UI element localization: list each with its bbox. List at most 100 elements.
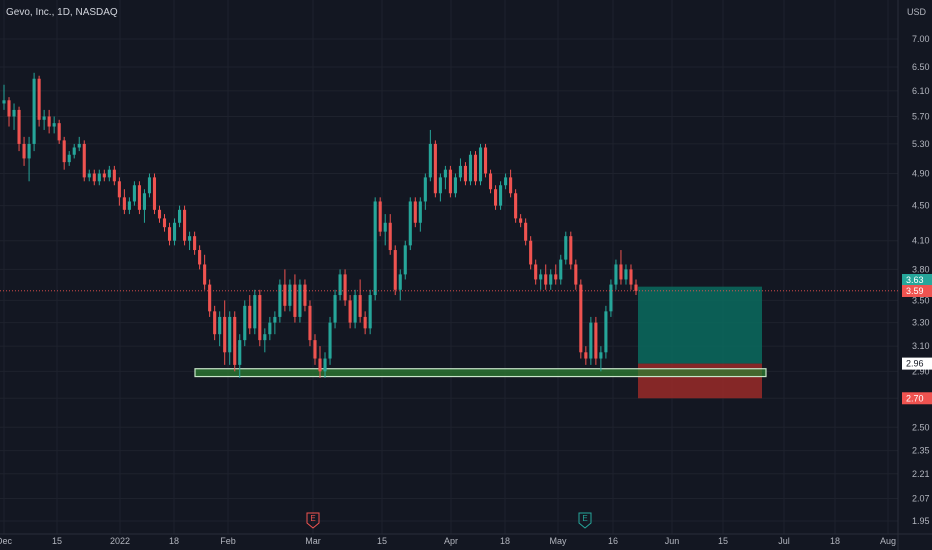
candle-body — [283, 284, 287, 306]
candle-body — [549, 274, 553, 285]
candle-body — [47, 116, 51, 127]
price-label: 2.70 — [902, 392, 932, 405]
candle-body — [559, 259, 563, 280]
price-label: 3.59 — [902, 285, 932, 297]
candle-body — [624, 269, 628, 280]
candle-body — [398, 274, 402, 290]
x-tick-label: Aug — [880, 536, 896, 546]
candle-body — [353, 295, 357, 323]
candle-body — [504, 177, 508, 186]
candle-body — [514, 193, 518, 219]
earnings-marker-text: E — [310, 514, 315, 523]
symbol-legend: Gevo, Inc., 1D, NASDAQ — [6, 7, 118, 18]
candle-body — [373, 201, 377, 296]
y-tick-label: 1.95 — [912, 516, 930, 526]
candle-body — [37, 78, 41, 120]
candle-body — [328, 322, 332, 359]
x-tick-label: Jul — [778, 536, 790, 546]
candle-body — [338, 274, 342, 296]
candle-body — [529, 240, 533, 265]
candle-body — [468, 154, 473, 182]
candle-body — [629, 269, 633, 285]
candle-body — [509, 177, 513, 194]
price-label-text: 3.59 — [906, 286, 924, 296]
candle-body — [458, 165, 462, 178]
candle-body — [273, 316, 277, 323]
earnings-marker-badge — [306, 512, 320, 529]
y-tick-label: 6.10 — [912, 86, 930, 96]
x-tick-label: 15 — [377, 536, 387, 546]
candle-body — [393, 250, 397, 290]
earnings-marker[interactable]: E — [578, 512, 592, 529]
candle-body — [188, 236, 192, 241]
candle-body — [167, 227, 172, 241]
candle-body — [122, 197, 126, 210]
candle-body — [243, 305, 247, 341]
candle-body — [599, 352, 603, 359]
x-tick-label: 15 — [52, 536, 62, 546]
earnings-marker-badge — [578, 512, 592, 529]
candle-body — [102, 173, 106, 178]
candle-body — [248, 305, 252, 329]
candle-body — [413, 201, 417, 223]
candle-body — [569, 236, 573, 265]
candle-body — [358, 295, 362, 317]
y-tick-label: 3.30 — [912, 318, 930, 328]
candle-body — [7, 100, 11, 117]
candle-body — [218, 316, 222, 335]
candle-body — [12, 109, 16, 117]
earnings-marker[interactable]: E — [306, 512, 320, 529]
candle-body — [203, 264, 207, 285]
price-label-bg — [902, 357, 932, 370]
candle-body — [609, 284, 613, 312]
y-tick-label: 2.90 — [912, 366, 930, 376]
candle-body — [388, 222, 392, 251]
x-tick-label: 18 — [830, 536, 840, 546]
y-tick-label: 6.50 — [912, 62, 930, 72]
price-label: 2.96 — [902, 357, 932, 370]
price-label-bg — [902, 392, 932, 405]
candle-body — [634, 284, 638, 291]
candle-body — [82, 143, 86, 178]
price-label-bg — [902, 285, 932, 297]
price-label: 3.63 — [902, 274, 932, 286]
candle-body — [162, 218, 167, 228]
candle-body — [619, 264, 623, 280]
candle-body — [488, 173, 493, 190]
candle-body — [313, 340, 317, 359]
y-tick-label: 3.80 — [912, 264, 930, 274]
candle-body — [478, 147, 483, 182]
candle-body — [22, 143, 26, 159]
candle-body — [418, 201, 422, 223]
candle-body — [157, 209, 162, 219]
y-tick-label: 3.10 — [912, 341, 930, 351]
candle-body — [494, 189, 498, 206]
candle-body — [539, 274, 543, 280]
candle-body — [213, 311, 217, 335]
candle-body — [228, 316, 232, 353]
candle-body — [408, 201, 412, 246]
candle-body — [52, 123, 56, 127]
candle-body — [448, 169, 452, 194]
candle-body — [97, 173, 101, 182]
candle-body — [57, 123, 61, 141]
candle-body — [604, 311, 608, 353]
candle-body — [499, 185, 503, 206]
x-tick-label: 18 — [169, 536, 179, 546]
candle-body — [253, 295, 257, 329]
x-tick-label: Dec — [0, 536, 12, 546]
price-label-text: 3.63 — [906, 275, 924, 285]
candle-body — [178, 209, 182, 223]
candle-body — [519, 218, 523, 223]
candle-body — [42, 116, 46, 120]
candle-body — [564, 236, 568, 260]
candle-body — [152, 177, 157, 210]
candle-body — [62, 140, 66, 163]
candle-body — [147, 177, 152, 194]
candle-body — [17, 109, 21, 144]
y-tick-label: 4.90 — [912, 169, 930, 179]
candle-body — [383, 222, 387, 232]
candle-body — [67, 154, 71, 163]
candle-body — [579, 284, 583, 353]
